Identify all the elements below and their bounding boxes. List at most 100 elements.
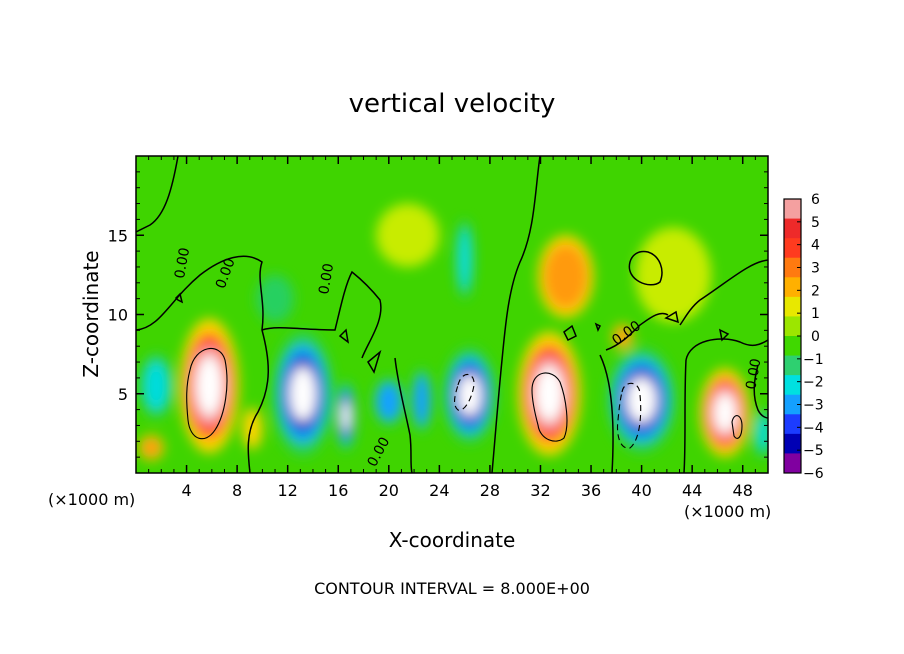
y-axis-ticks: 5 10 15 bbox=[108, 171, 768, 458]
colorbar-swatch bbox=[784, 238, 801, 259]
colorbar-label: −1 bbox=[803, 352, 824, 368]
x-tick-label: 24 bbox=[429, 481, 449, 500]
colorbar-label: −6 bbox=[803, 466, 824, 482]
velocity-cell bbox=[373, 377, 404, 426]
x-tick-label: 12 bbox=[278, 481, 298, 500]
zero-contour bbox=[394, 357, 413, 473]
velocity-cell bbox=[256, 274, 294, 323]
colorbar-swatch bbox=[784, 257, 801, 278]
zero-contour bbox=[664, 310, 679, 324]
velocity-cell bbox=[179, 318, 240, 454]
colorbar-label: 3 bbox=[811, 261, 820, 277]
colorbar-swatch bbox=[784, 316, 801, 337]
plot-area: 0.00 0.000.000.000.000.00 4 8 12 16 20 24 28 32 3… bbox=[108, 155, 769, 500]
zero-contour bbox=[136, 255, 269, 473]
velocity-cell bbox=[411, 368, 432, 432]
zero-contour bbox=[718, 328, 730, 342]
velocity-cell bbox=[607, 347, 676, 453]
zero-contour bbox=[174, 292, 184, 304]
x-tick-label: 32 bbox=[530, 481, 550, 500]
velocity-cell bbox=[754, 409, 768, 458]
colorbar-swatch bbox=[784, 199, 801, 219]
colorbar-swatch bbox=[784, 277, 801, 298]
velocity-cell bbox=[376, 203, 440, 267]
colorbar: 6 5 4 3 2 1 0 −1 −2 −3 −4 −5 −6 bbox=[783, 192, 824, 482]
x-tick-label: 48 bbox=[733, 481, 753, 500]
x-tick-label: 16 bbox=[328, 481, 348, 500]
colorbar-swatch bbox=[784, 296, 801, 317]
zero-contour bbox=[753, 364, 768, 419]
zero-contour bbox=[367, 349, 382, 374]
zero-contour bbox=[261, 270, 382, 359]
chart-title: vertical velocity bbox=[349, 89, 556, 119]
x-axis-ticks: 4 8 12 16 20 24 28 32 36 40 44 48 bbox=[148, 156, 756, 500]
velocity-cell bbox=[537, 235, 594, 318]
zero-contour bbox=[683, 359, 687, 473]
colorbar-label: 0 bbox=[811, 329, 820, 345]
velocity-cell bbox=[139, 354, 173, 418]
colorbar-swatch bbox=[784, 453, 801, 474]
velocity-field bbox=[138, 203, 768, 461]
y-tick-label: 10 bbox=[108, 306, 128, 325]
colorbar-swatch bbox=[784, 375, 801, 396]
velocity-cell bbox=[455, 219, 474, 299]
x-tick-label: 44 bbox=[682, 481, 702, 500]
colorbar-swatch bbox=[784, 218, 801, 239]
velocity-cell bbox=[635, 227, 712, 323]
zero-contour bbox=[685, 338, 768, 361]
negative-contour bbox=[616, 382, 642, 449]
x-tick-label: 36 bbox=[581, 481, 601, 500]
x-tick-label: 8 bbox=[232, 481, 242, 500]
x-axis-label: X-coordinate bbox=[389, 528, 516, 552]
x-tick-label: 20 bbox=[379, 481, 399, 500]
positive-contour bbox=[186, 347, 228, 440]
zero-contour bbox=[136, 156, 179, 233]
colorbar-label: −3 bbox=[803, 398, 824, 414]
colorbar-label: −2 bbox=[803, 375, 824, 391]
contour-lines bbox=[136, 156, 768, 473]
colorbar-swatch bbox=[784, 355, 801, 376]
colorbar-label: −5 bbox=[803, 443, 824, 459]
zero-contour bbox=[594, 322, 602, 332]
colorbar-swatch bbox=[784, 433, 801, 454]
zero-contour bbox=[563, 324, 577, 342]
velocity-cell bbox=[272, 331, 334, 456]
velocity-cell bbox=[699, 368, 751, 458]
colorbar-swatch bbox=[784, 394, 801, 415]
zero-contour bbox=[605, 312, 669, 351]
velocity-cell bbox=[138, 434, 164, 461]
velocity-cell bbox=[335, 381, 356, 451]
velocity-cell bbox=[242, 408, 263, 450]
zero-contour bbox=[491, 156, 541, 473]
x-tick-label: 4 bbox=[181, 481, 191, 500]
y-axis-label: Z-coordinate bbox=[79, 250, 103, 377]
colorbar-label: 2 bbox=[811, 283, 820, 299]
x-tick-label: 40 bbox=[631, 481, 651, 500]
x-tick-label: 28 bbox=[480, 481, 500, 500]
colorbar-label: 1 bbox=[811, 306, 820, 322]
positive-contour bbox=[731, 415, 743, 439]
colorbar-label: −4 bbox=[803, 420, 824, 436]
colorbar-swatch bbox=[784, 336, 801, 356]
zero-contour bbox=[628, 250, 663, 286]
x-unit-right: (×1000 m) bbox=[684, 502, 771, 521]
zero-contour bbox=[679, 259, 768, 326]
zero-contour bbox=[599, 354, 614, 473]
contour-interval-note: CONTOUR INTERVAL = 8.000E+00 bbox=[314, 579, 590, 598]
velocity-cell bbox=[612, 324, 633, 350]
y-tick-label: 5 bbox=[118, 385, 128, 404]
zero-contour bbox=[338, 328, 350, 344]
colorbar-label: 4 bbox=[811, 238, 820, 254]
y-tick-label: 15 bbox=[108, 226, 128, 245]
velocity-cell bbox=[443, 347, 497, 443]
colorbar-label: 5 bbox=[811, 215, 820, 231]
colorbar-swatch bbox=[784, 414, 801, 435]
contour-label: 0.00 bbox=[316, 262, 337, 295]
negative-contour bbox=[454, 373, 475, 411]
contour-label: 0.00 bbox=[172, 246, 193, 279]
contour-label: 0.00 bbox=[743, 357, 764, 390]
x-unit-left: (×1000 m) bbox=[48, 490, 135, 509]
colorbar-label: 6 bbox=[811, 192, 820, 208]
positive-contour bbox=[531, 372, 568, 442]
